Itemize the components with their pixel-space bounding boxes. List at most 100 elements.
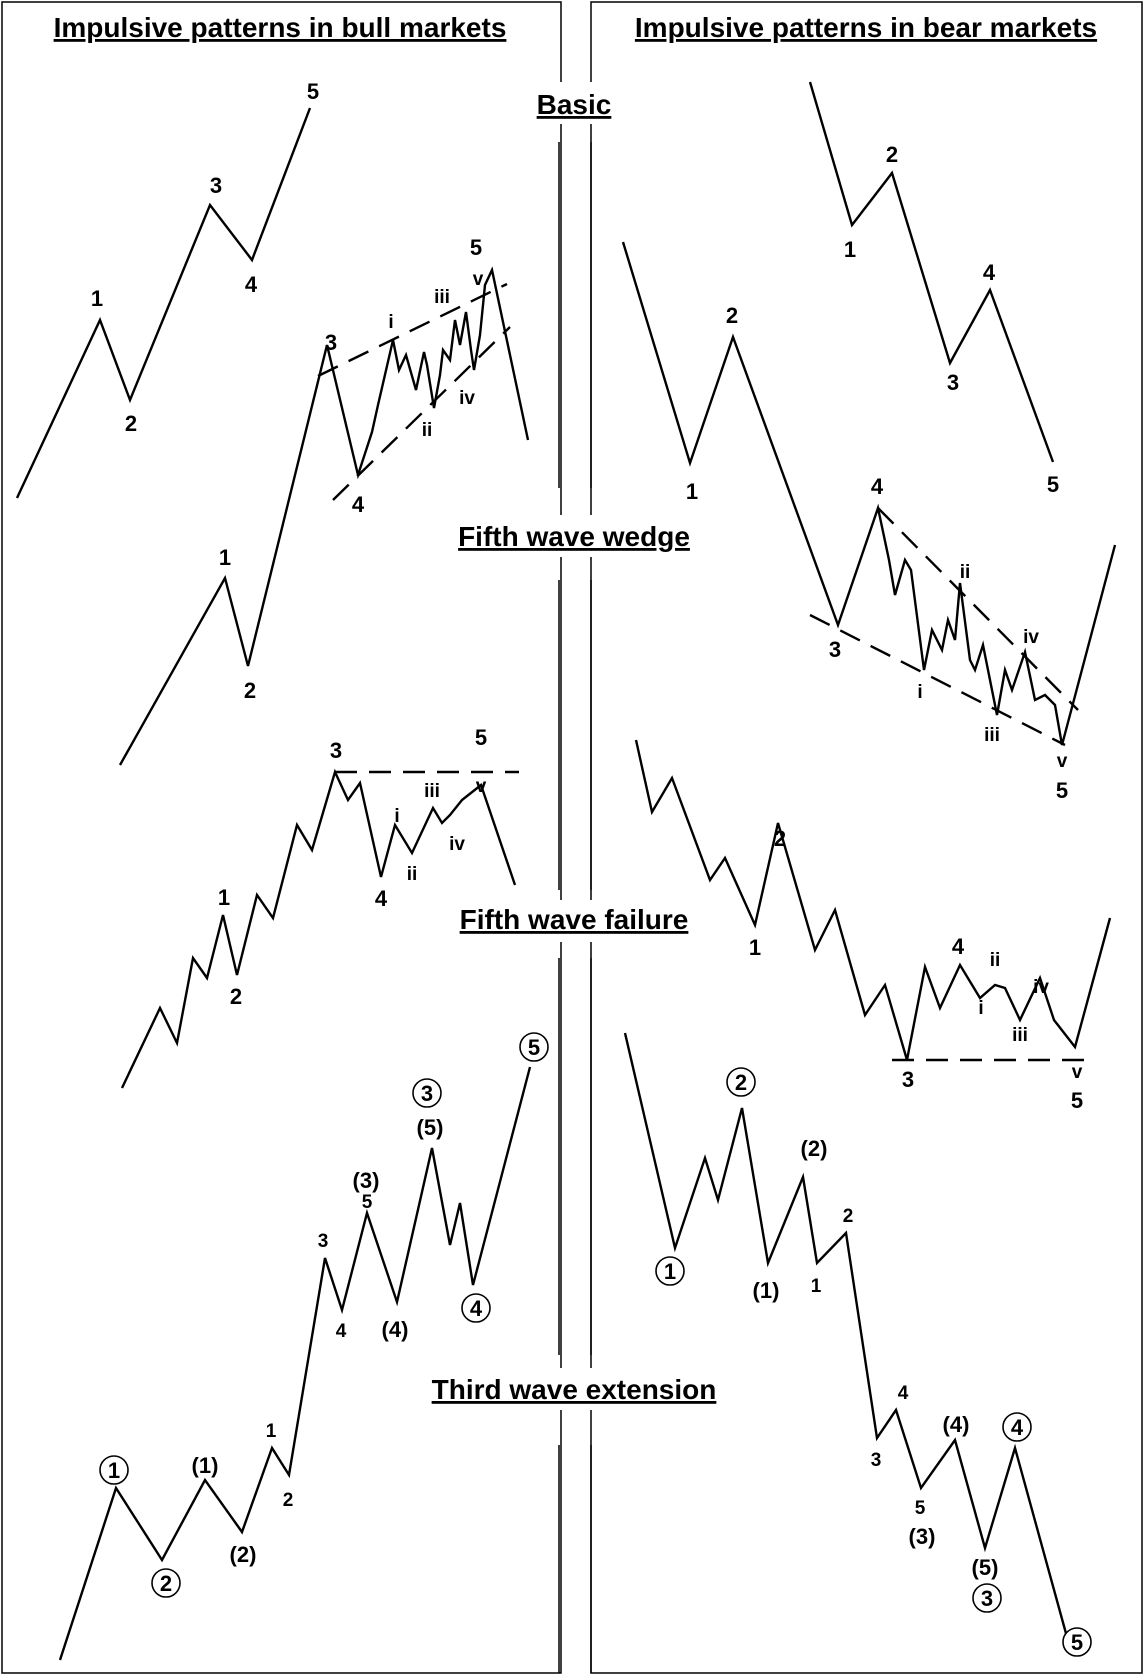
bull-wedge-label-3: 3 <box>325 330 337 355</box>
bear-failure-label-5: 5 <box>1071 1088 1083 1113</box>
bull-basic-label-5: 5 <box>307 79 319 104</box>
bear-failure-label-4: 4 <box>952 934 965 959</box>
bear-wedge-label-5: 5 <box>1056 778 1068 803</box>
section-title-failure: Fifth wave failure <box>460 904 689 935</box>
bull-failure-label-3: 3 <box>330 738 342 763</box>
bull-extension-circled-2: 2 <box>151 1568 181 1598</box>
extension-title-bg <box>400 1368 750 1410</box>
svg-text:1: 1 <box>664 1259 676 1284</box>
bear-failure-label-iv: iv <box>1033 977 1049 998</box>
bull-basic-label-1: 1 <box>91 286 103 311</box>
bull-failure-label-1: 1 <box>218 885 230 910</box>
bull-failure-label-iii: iii <box>424 781 440 802</box>
bear-wedge-label-i: i <box>917 682 922 703</box>
bear-wedge-label-2: 2 <box>726 303 738 328</box>
bear-wedge-label-iv: iv <box>1023 627 1039 648</box>
bear-wedge-lower-trendline <box>809 613 1066 747</box>
bull-wedge-label-4: 4 <box>352 492 365 517</box>
bull-extension-circled-3: 3 <box>412 1078 442 1108</box>
bear-failure-label-iii: iii <box>1012 1025 1028 1046</box>
bull-extension-plain-3: 3 <box>318 1231 329 1252</box>
bull-extension-plain-5: 5 <box>362 1192 373 1213</box>
bull-wedge-lower-trendline <box>332 326 511 501</box>
bear-extension-circled-3: 3 <box>972 1583 1002 1613</box>
bear-failure-label-i: i <box>978 998 983 1019</box>
bear-extension-paren-5: (5) <box>972 1555 999 1580</box>
bull-failure-label-4: 4 <box>375 886 388 911</box>
basic-title-bg <box>520 82 630 124</box>
bear-basic-label-1: 1 <box>844 237 856 262</box>
bear-extension-paren-2: (2) <box>801 1136 828 1161</box>
bear-extension-circled-2: 2 <box>726 1067 756 1097</box>
bear-wedge-label-ii: ii <box>960 562 971 583</box>
bull-wedge-upper-trendline <box>317 282 508 378</box>
bull-wedge-label-1: 1 <box>219 545 231 570</box>
bull-extension-circled-5: 5 <box>519 1032 549 1062</box>
svg-text:4: 4 <box>1011 1415 1024 1440</box>
svg-text:5: 5 <box>528 1035 540 1060</box>
svg-text:3: 3 <box>981 1586 993 1611</box>
bear-wedge-label-iii: iii <box>984 725 1000 746</box>
bull-extension-wave <box>58 1066 532 1661</box>
bull-extension-circled-1: 1 <box>99 1455 129 1485</box>
bull-wedge-label-iii: iii <box>434 287 450 308</box>
bull-extension-paren-5: (5) <box>417 1115 444 1140</box>
bear-basic-label-4: 4 <box>983 260 996 285</box>
svg-text:3: 3 <box>421 1081 433 1106</box>
bull-basic-wave <box>15 107 312 499</box>
bear-failure-label-v: v <box>1072 1062 1083 1083</box>
svg-text:4: 4 <box>470 1296 483 1321</box>
bull-panel-border <box>1 1 562 1674</box>
bull-extension-paren-4: (4) <box>382 1317 409 1342</box>
bull-wedge-label-2: 2 <box>244 678 256 703</box>
bear-wedge-label-4: 4 <box>871 474 884 499</box>
bear-failure-label-1: 1 <box>749 935 761 960</box>
section-title-basic: Basic <box>537 89 612 120</box>
bear-extension-plain-2: 2 <box>843 1206 854 1227</box>
wedge-title-bg <box>440 515 710 557</box>
bear-extension-circled-1: 1 <box>655 1256 685 1286</box>
bull-extension-paren-2: (2) <box>230 1542 257 1567</box>
bull-basic-label-2: 2 <box>125 411 137 436</box>
svg-text:1: 1 <box>108 1458 120 1483</box>
bear-basic-label-2: 2 <box>886 142 898 167</box>
bear-header: Impulsive patterns in bear markets <box>635 12 1097 43</box>
failure-title-bg <box>440 900 710 942</box>
bull-failure-label-iv: iv <box>449 834 465 855</box>
bull-basic-label-3: 3 <box>210 173 222 198</box>
bull-wedge-label-i: i <box>388 312 393 333</box>
bear-failure-label-2: 2 <box>774 826 786 851</box>
bear-failure-label-ii: ii <box>990 950 1001 971</box>
bear-wedge-upper-trendline <box>877 507 1079 711</box>
section-title-extension: Third wave extension <box>432 1374 717 1405</box>
bear-extension-paren-1: (1) <box>753 1278 780 1303</box>
bear-wedge-label-1: 1 <box>686 479 698 504</box>
svg-text:5: 5 <box>1071 1630 1083 1655</box>
bear-wedge-label-v: v <box>1057 751 1068 772</box>
bull-basic-label-4: 4 <box>245 272 258 297</box>
bull-wedge-label-ii: ii <box>422 420 433 441</box>
bull-failure-label-5: 5 <box>475 725 487 750</box>
bear-basic-label-5: 5 <box>1047 472 1059 497</box>
bull-header: Impulsive patterns in bull markets <box>54 12 507 43</box>
bull-extension-plain-2: 2 <box>283 1490 294 1511</box>
svg-text:2: 2 <box>735 1070 747 1095</box>
bear-extension-wave <box>623 1032 1072 1649</box>
bull-extension-paren-1: (1) <box>192 1453 219 1478</box>
bull-wedge-label-iv: iv <box>459 388 475 409</box>
bear-extension-plain-3: 3 <box>871 1450 882 1471</box>
bull-wedge-label-v: v <box>473 269 484 290</box>
bull-wedge-label-5: 5 <box>470 235 482 260</box>
bear-wedge-label-3: 3 <box>829 637 841 662</box>
bull-extension-plain-4: 4 <box>336 1321 347 1342</box>
bear-panel-border <box>590 1 1143 1674</box>
bear-extension-circled-5: 5 <box>1062 1627 1092 1657</box>
bear-extension-plain-4: 4 <box>898 1383 909 1404</box>
bear-extension-circled-4: 4 <box>1002 1412 1032 1442</box>
bull-failure-label-v: v <box>476 776 487 797</box>
bull-extension-circled-4: 4 <box>461 1293 491 1323</box>
bear-failure-label-3: 3 <box>902 1067 914 1092</box>
bull-failure-label-2: 2 <box>230 984 242 1009</box>
bull-failure-label-i: i <box>394 806 399 827</box>
svg-text:2: 2 <box>160 1571 172 1596</box>
